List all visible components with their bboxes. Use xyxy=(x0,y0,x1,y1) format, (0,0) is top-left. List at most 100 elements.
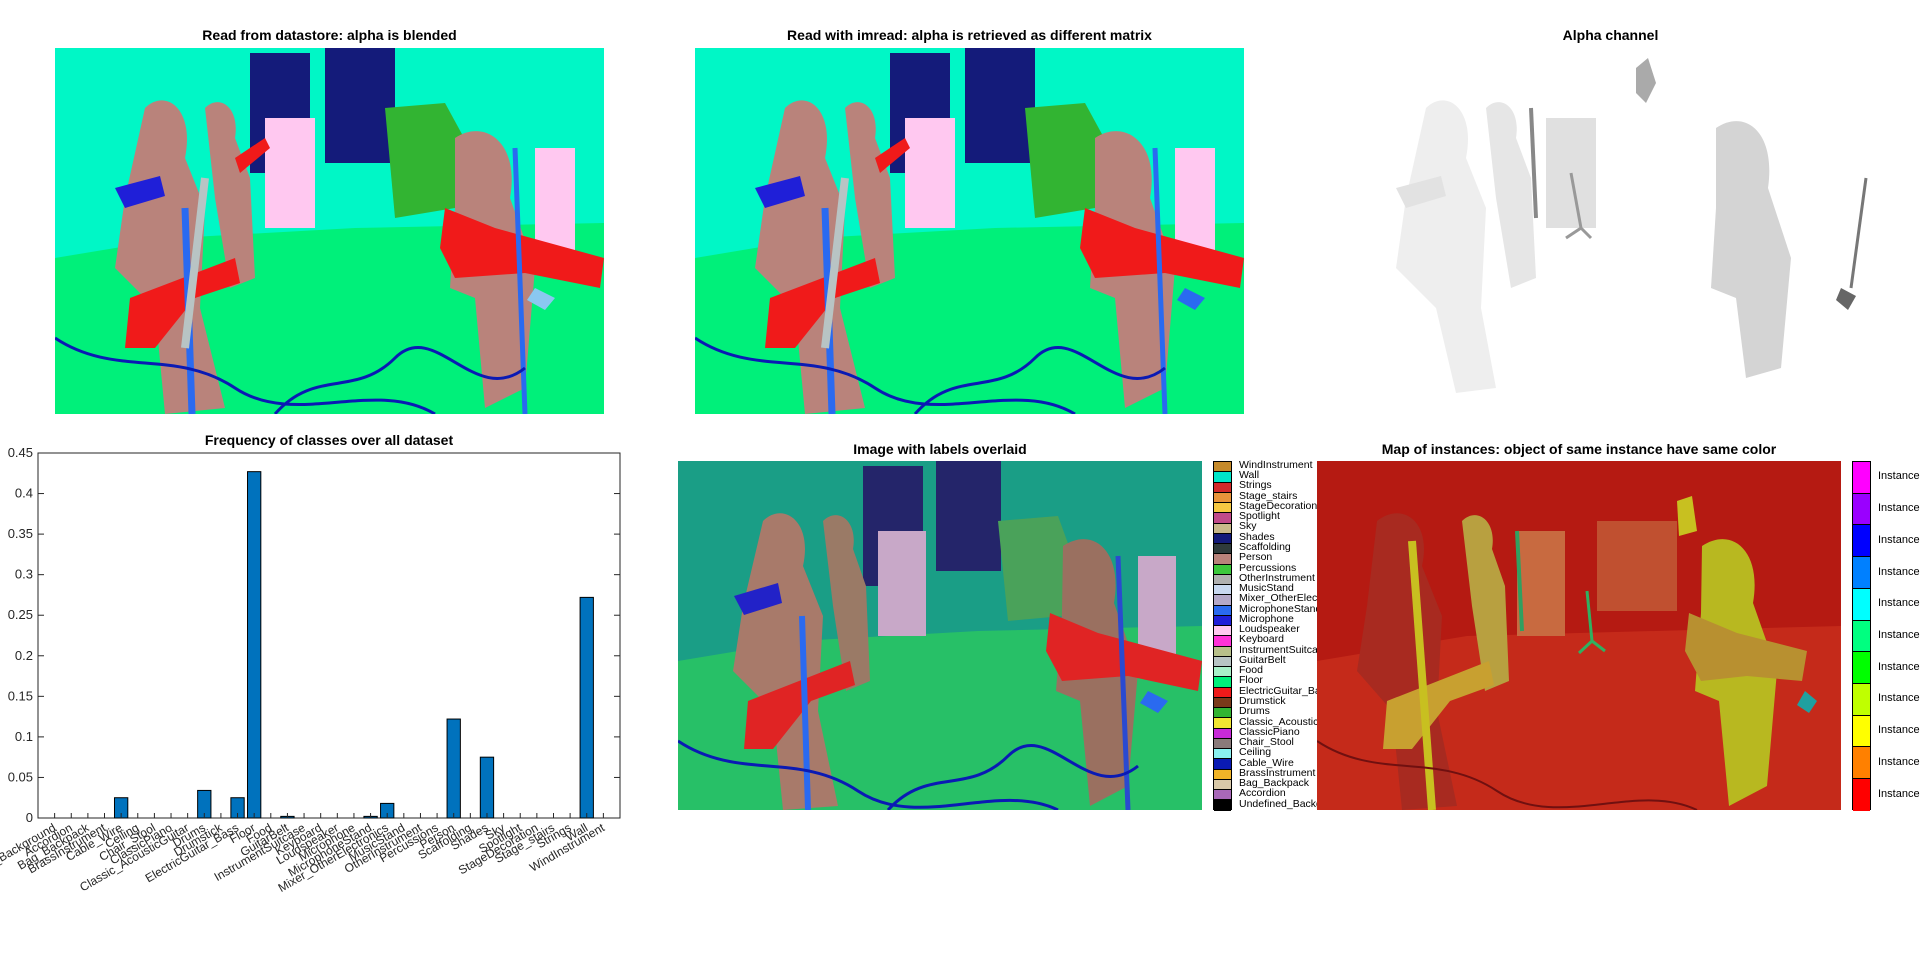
class-legend-swatch xyxy=(1214,728,1231,739)
label-map-blended-image xyxy=(55,48,604,414)
class-legend-swatch xyxy=(1214,533,1231,544)
plot-area-box xyxy=(37,452,621,819)
instance-legend-swatch xyxy=(1853,652,1870,685)
class-legend-swatch xyxy=(1214,615,1231,626)
class-legend-label: InstrumentSuitcase xyxy=(1239,643,1329,656)
class-colorbar xyxy=(1213,461,1232,811)
instance-legend-label: Instance xyxy=(1878,533,1920,546)
y-tick-label: 0.1 xyxy=(15,729,33,744)
class-legend-label: Mixer_OtherElectronics xyxy=(1239,592,1349,605)
y-tick-label: 0.05 xyxy=(8,769,33,784)
class-legend-label: Classic_AcousticGuitar xyxy=(1239,715,1347,728)
instance-legend-swatch xyxy=(1853,462,1870,494)
class-legend-label: Chair_Stool xyxy=(1239,736,1294,749)
imread-title: Read with imread: alpha is retrieved as … xyxy=(787,27,1152,43)
class-legend-swatch xyxy=(1214,626,1231,637)
class-legend-label: Bag_Backpack xyxy=(1239,777,1310,790)
class-legend-label: Strings xyxy=(1239,479,1272,492)
instance-legend-label: Instance xyxy=(1878,787,1920,800)
datastore-title: Read from datastore: alpha is blended xyxy=(202,27,457,43)
class-legend-swatch xyxy=(1214,697,1231,708)
bar xyxy=(247,471,262,819)
class-legend-swatch xyxy=(1214,708,1231,719)
instance-legend-label: Instance xyxy=(1878,755,1920,768)
instance-legend-label: Instance xyxy=(1878,470,1920,483)
class-legend-swatch xyxy=(1214,738,1231,749)
class-legend-label: ClassicPiano xyxy=(1239,725,1300,738)
class-legend-label: Undefined_Background xyxy=(1239,797,1349,810)
class-legend-swatch xyxy=(1214,667,1231,678)
instance-map-image xyxy=(1317,461,1841,810)
class-legend-swatch xyxy=(1214,595,1231,606)
instance-legend-swatch xyxy=(1853,557,1870,589)
y-tick-label: 0.45 xyxy=(8,445,33,460)
class-legend-label: Scaffolding xyxy=(1239,541,1291,553)
class-legend-label: ElectricGuitar_Bass xyxy=(1239,684,1332,697)
class-legend-swatch xyxy=(1214,472,1231,483)
class-legend-label: MusicStand xyxy=(1239,582,1294,595)
class-legend-swatch xyxy=(1214,800,1231,811)
alpha-title: Alpha channel xyxy=(1562,27,1659,43)
class-legend-swatch xyxy=(1214,769,1231,780)
class-legend-label: Sky xyxy=(1239,520,1257,533)
bar xyxy=(479,756,495,819)
overlay-title: Image with labels overlaid xyxy=(853,441,1027,457)
instance-legend-label: Instance xyxy=(1878,724,1920,737)
instance-legend-swatch xyxy=(1853,588,1870,621)
instances-title: Map of instances: object of same instanc… xyxy=(1381,441,1777,457)
class-legend-swatch xyxy=(1214,513,1231,524)
class-legend-swatch xyxy=(1214,656,1231,667)
class-legend-label: StageDecoration xyxy=(1239,499,1318,512)
class-legend-label: Shades xyxy=(1239,530,1275,543)
class-legend-label: BrassInstrument xyxy=(1239,766,1316,779)
class-legend-label: Drumstick xyxy=(1239,694,1286,707)
class-legend-swatch xyxy=(1214,503,1231,514)
instance-legend-swatch xyxy=(1853,493,1870,526)
y-tick-label: 0.25 xyxy=(8,607,33,622)
class-legend-label: Ceiling xyxy=(1239,746,1272,759)
class-legend-swatch xyxy=(1214,482,1231,493)
class-legend-label: Microphone xyxy=(1239,612,1294,625)
class-legend-label: MicrophoneStand xyxy=(1239,602,1322,615)
instance-legend-swatch xyxy=(1853,620,1870,653)
labels-overlaid-image xyxy=(678,461,1202,810)
instance-legend-label: Instance xyxy=(1878,692,1920,705)
class-legend-swatch xyxy=(1214,687,1231,698)
y-tick-label: 0.35 xyxy=(8,526,33,541)
alpha-channel-image xyxy=(1336,48,1885,414)
y-tick-label: 0.15 xyxy=(8,688,33,703)
instance-legend-swatch xyxy=(1853,779,1870,811)
class-legend-label: Floor xyxy=(1239,674,1263,687)
instance-legend-label: Instance xyxy=(1878,660,1920,673)
class-legend-swatch xyxy=(1214,544,1231,555)
class-legend-swatch xyxy=(1214,585,1231,596)
class-legend-swatch xyxy=(1214,462,1231,473)
label-map-imread-image xyxy=(695,48,1244,414)
instance-legend-swatch xyxy=(1853,747,1870,780)
class-legend-swatch xyxy=(1214,790,1231,801)
class-legend-label: WindInstrument xyxy=(1239,458,1313,471)
class-legend-swatch xyxy=(1214,523,1231,534)
y-tick-label: 0 xyxy=(26,810,33,825)
instance-legend-swatch xyxy=(1853,525,1870,558)
class-legend-label: Food xyxy=(1239,664,1263,677)
class-legend-label: Cable_Wire xyxy=(1239,756,1294,769)
instance-legend-label: Instance xyxy=(1878,502,1920,515)
class-legend-label: Person xyxy=(1239,551,1273,564)
class-legend-swatch xyxy=(1214,605,1231,616)
class-legend-label: Loudspeaker xyxy=(1239,623,1300,636)
instance-legend-swatch xyxy=(1853,684,1870,716)
y-tick-label: 0.3 xyxy=(15,567,33,582)
instance-legend-label: Instance xyxy=(1878,629,1920,641)
instance-legend-label: Instance xyxy=(1878,597,1920,610)
class-legend-label: GuitarBelt xyxy=(1239,653,1286,666)
bar xyxy=(446,718,461,819)
instance-colorbar xyxy=(1852,461,1871,811)
class-legend-swatch xyxy=(1214,554,1231,565)
instance-legend-swatch xyxy=(1853,715,1870,748)
class-legend-swatch xyxy=(1214,749,1231,760)
class-legend-label: OtherInstrument xyxy=(1239,571,1315,584)
class-legend-swatch xyxy=(1214,492,1231,503)
class-legend-label: Drums xyxy=(1239,705,1270,718)
class-legend-swatch xyxy=(1214,677,1231,688)
